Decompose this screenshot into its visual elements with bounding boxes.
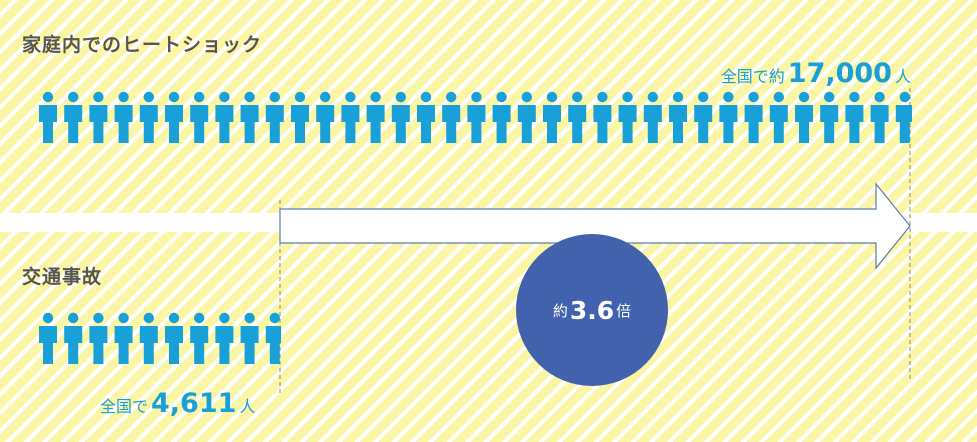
- heatshock-total: 全国で約 17,000 人: [721, 58, 911, 89]
- heatshock-total-unit: 人: [894, 67, 911, 86]
- ratio-unit: 倍: [616, 301, 632, 320]
- heatshock-total-number: 17,000: [787, 58, 892, 89]
- ratio-value: 3.6: [569, 295, 615, 325]
- traffic-title: 交通事故: [22, 266, 103, 288]
- ratio-prefix: 約: [552, 301, 568, 320]
- traffic-total: 全国で 4,611 人: [100, 388, 255, 419]
- heatshock-title: 家庭内でのヒートショック: [22, 34, 263, 56]
- traffic-total-prefix: 全国で: [100, 397, 149, 416]
- ratio-circle: 約 3.6 倍: [516, 234, 668, 386]
- traffic-total-unit: 人: [239, 397, 256, 416]
- heatshock-total-prefix: 全国で約: [720, 67, 785, 86]
- traffic-total-number: 4,611: [151, 388, 237, 419]
- heatshock-band: [0, 0, 977, 213]
